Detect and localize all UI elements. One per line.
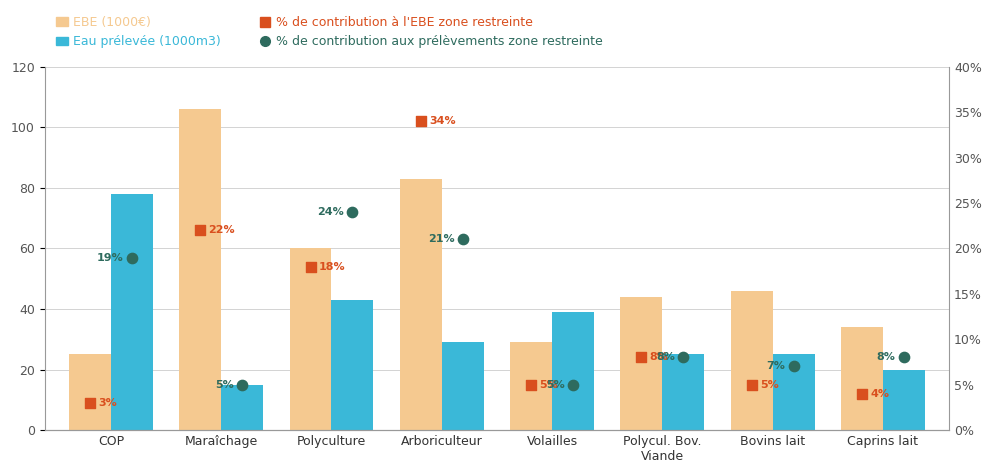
Bar (400, 179, 442, 430)
Text: 8%: 8% (877, 352, 896, 363)
Bar (841, 327, 883, 430)
Point (675, 354, 691, 361)
Bar (180, 109, 221, 430)
Text: 3%: 3% (98, 398, 117, 408)
Text: 8%: 8% (656, 352, 675, 363)
Text: 22%: 22% (209, 225, 235, 235)
Text: 19%: 19% (96, 253, 123, 263)
Text: 34%: 34% (429, 117, 456, 127)
Point (303, 263, 319, 271)
Point (565, 381, 581, 388)
Point (345, 209, 360, 216)
Bar (883, 370, 924, 430)
Legend: EBE (1000€), Eau prélevée (1000m3), % de contribution à l'EBE zone restreinte, %: EBE (1000€), Eau prélevée (1000m3), % de… (51, 11, 608, 54)
Bar (221, 384, 263, 430)
Bar (773, 355, 814, 430)
Bar (621, 297, 662, 430)
Point (193, 227, 209, 234)
Bar (111, 194, 153, 430)
Bar (442, 342, 484, 430)
Text: 21%: 21% (428, 234, 455, 245)
Bar (290, 248, 332, 430)
Point (234, 381, 250, 388)
Point (413, 118, 429, 125)
Bar (332, 300, 373, 430)
Point (523, 381, 539, 388)
Text: 4%: 4% (870, 389, 890, 399)
Text: 8%: 8% (649, 352, 668, 363)
Bar (69, 355, 111, 430)
Point (82, 399, 98, 407)
Point (854, 390, 870, 398)
Text: 7%: 7% (767, 362, 785, 372)
Point (124, 254, 140, 261)
Point (744, 381, 760, 388)
Bar (731, 291, 773, 430)
Point (455, 236, 471, 243)
Bar (662, 355, 704, 430)
Point (634, 354, 649, 361)
Text: 24%: 24% (318, 207, 345, 217)
Point (785, 363, 801, 370)
Text: 5%: 5% (539, 380, 558, 390)
Bar (510, 342, 552, 430)
Text: 5%: 5% (546, 380, 565, 390)
Text: 5%: 5% (760, 380, 779, 390)
Point (896, 354, 912, 361)
Bar (552, 312, 594, 430)
Text: 5%: 5% (215, 380, 233, 390)
Text: 18%: 18% (319, 262, 346, 272)
